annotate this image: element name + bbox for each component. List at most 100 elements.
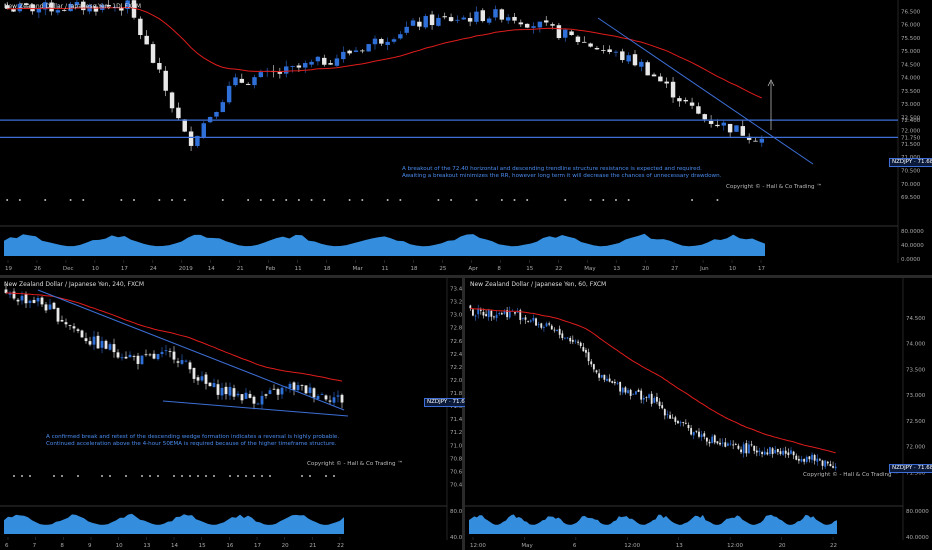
candle <box>543 20 549 23</box>
candle <box>632 393 635 395</box>
x-tick-label: 20 <box>779 543 786 549</box>
candle <box>585 349 587 353</box>
candle <box>616 383 619 385</box>
x-tick-label: May <box>521 543 533 549</box>
candle <box>727 123 733 133</box>
signal-dot <box>77 475 79 477</box>
y-tick-label: 76.500 <box>901 9 921 15</box>
candle <box>216 384 220 395</box>
h4-chart-svg[interactable]: 73.400 73.200 73.000 72.800 72.600 72.400 72.2… <box>0 278 462 550</box>
signal-dot <box>69 199 72 201</box>
candle <box>705 437 708 442</box>
h1-chart-panel[interactable]: 74.500 74.000 73.500 73.000 72.500 72.000 71.5… <box>465 278 932 550</box>
candle <box>125 0 130 10</box>
signal-dot <box>386 199 389 201</box>
h4-chart-panel[interactable]: 73.400 73.200 73.000 72.800 72.600 72.400 72.2… <box>0 278 475 550</box>
y-tick-label: 70.500 <box>901 169 921 175</box>
candle <box>196 377 200 381</box>
y-tick-label: 71.000 <box>450 443 462 449</box>
candle <box>239 78 245 83</box>
candle <box>144 35 149 45</box>
x-tick-label: 13 <box>143 543 150 549</box>
candle <box>606 378 608 381</box>
candle <box>587 352 590 362</box>
y-tick-label: 72.000 <box>901 129 921 135</box>
candle <box>588 43 593 47</box>
candle <box>283 66 289 74</box>
y-tick-label: 72.500 <box>901 115 921 121</box>
candle <box>564 337 566 339</box>
candle <box>84 338 88 342</box>
candle <box>745 443 748 454</box>
signal-dot <box>141 475 143 477</box>
candle <box>563 29 568 38</box>
candle <box>769 447 771 454</box>
x-tick-label: 8 <box>60 543 64 549</box>
candle <box>119 7 124 11</box>
y-tick-label: 73.000 <box>450 313 462 319</box>
y-tick-label: 72.000 <box>450 378 462 384</box>
signal-dot <box>149 475 151 477</box>
candle <box>479 309 482 311</box>
y-tick-label: 70.800 <box>450 456 462 462</box>
candle <box>353 50 359 52</box>
candle <box>601 50 606 51</box>
signal-dot <box>323 199 326 201</box>
x-tick-label: 10 <box>92 266 99 272</box>
x-tick-label: May <box>584 266 596 272</box>
candle <box>62 9 67 11</box>
candle <box>803 458 806 462</box>
x-tick-label: Mar <box>353 266 364 272</box>
candle <box>292 382 296 390</box>
candle <box>68 4 73 12</box>
candle <box>726 443 729 446</box>
x-tick-label: 24 <box>150 266 157 272</box>
candle <box>575 36 581 43</box>
candle <box>144 354 148 356</box>
y-tick-label: 71.400 <box>450 417 462 423</box>
candle <box>677 421 679 424</box>
y-tick-label: 71.200 <box>450 430 462 436</box>
candle <box>514 312 516 314</box>
signal-dot <box>261 475 263 477</box>
candle <box>656 396 658 402</box>
candle <box>226 85 232 103</box>
candle <box>561 333 564 339</box>
candle <box>81 1 86 11</box>
daily-chart-svg[interactable]: 76.500 76.000 75.500 75.000 74.500 74.000 73.5… <box>0 0 932 275</box>
h1-chart-svg[interactable]: 74.500 74.000 73.500 73.000 72.500 72.000 71.5… <box>465 278 932 550</box>
candle <box>702 114 707 120</box>
candle <box>148 354 152 356</box>
candle <box>495 314 498 319</box>
oscillator-tick-label: 0.0000 <box>901 257 921 263</box>
daily-chart-panel[interactable]: 76.500 76.000 75.500 75.000 74.500 74.000 73.5… <box>0 0 932 275</box>
signal-dot <box>229 475 231 477</box>
candle <box>256 403 260 405</box>
candle <box>582 41 587 43</box>
oscillator-area <box>4 233 765 256</box>
candle <box>150 44 156 63</box>
signal-dot <box>197 475 199 477</box>
candle <box>542 327 545 329</box>
candle <box>508 311 511 318</box>
signal-dot <box>245 475 247 477</box>
y-tick-label: 72.000 <box>906 445 926 451</box>
y-tick-label: 74.000 <box>901 76 921 82</box>
candle <box>590 361 593 365</box>
x-tick-label: 8 <box>497 266 501 272</box>
candle <box>340 394 344 403</box>
horizontal-divider[interactable] <box>0 275 932 278</box>
candle <box>68 325 72 326</box>
candle <box>30 4 35 12</box>
vertical-divider[interactable] <box>462 278 465 550</box>
candle <box>696 106 701 114</box>
oscillator-tick-label: 40.0000 <box>901 243 924 249</box>
signal-dot <box>221 199 224 201</box>
candle <box>683 99 688 102</box>
candle <box>640 390 643 400</box>
candle <box>684 422 687 424</box>
candle <box>236 393 240 396</box>
candle <box>172 351 176 360</box>
y-tick-label: 74.500 <box>901 62 921 68</box>
signal-dot <box>237 475 239 477</box>
